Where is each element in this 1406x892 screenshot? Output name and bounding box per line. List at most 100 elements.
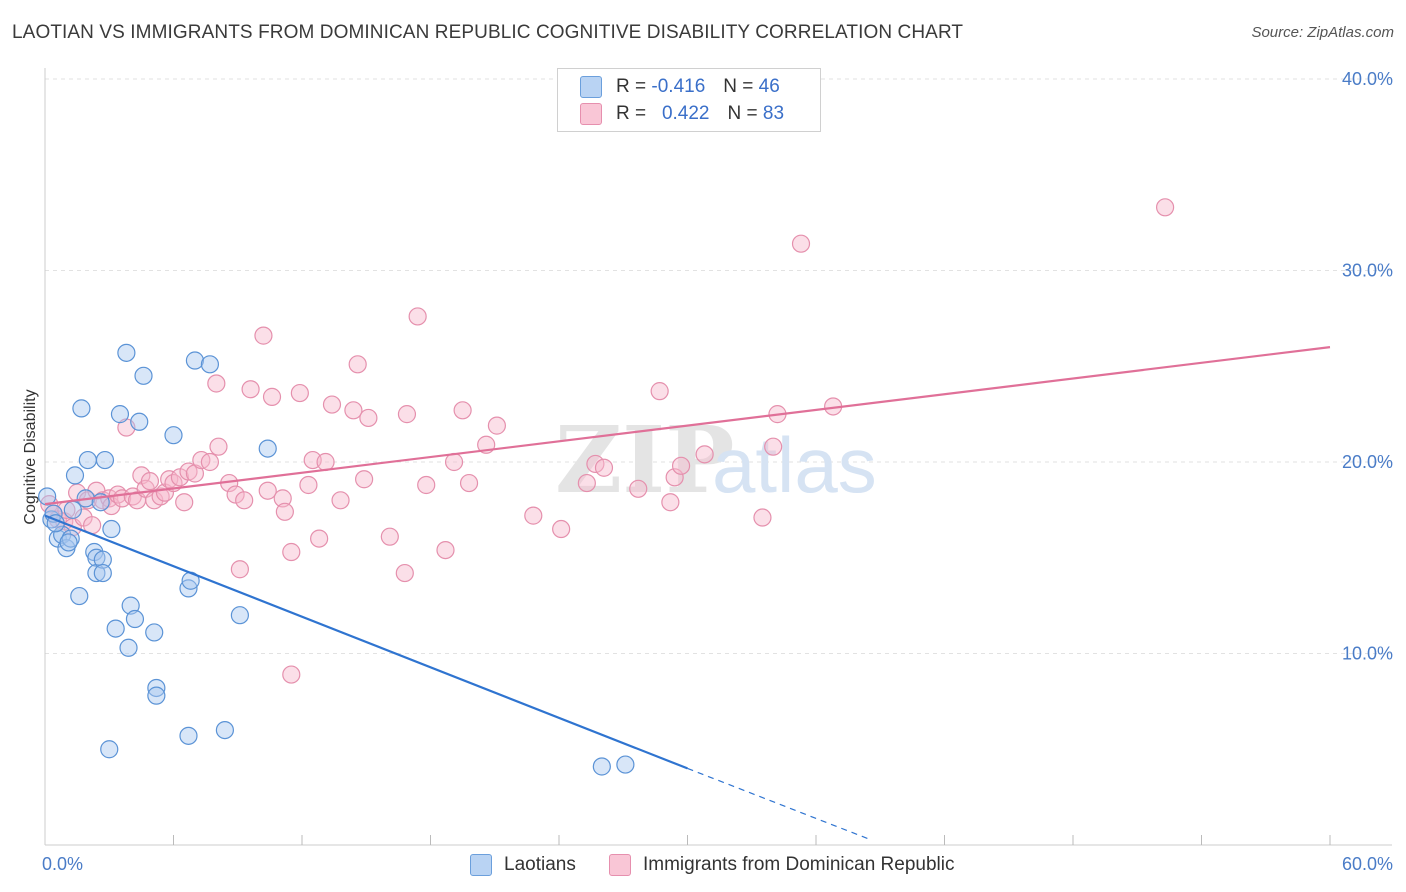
dominican-point — [661, 493, 680, 512]
laotian-point — [200, 355, 220, 374]
trend-lines — [44, 346, 1331, 840]
laotian-point — [93, 563, 112, 583]
dominican-point — [408, 307, 427, 326]
dominican-point — [791, 234, 811, 253]
r-value-dominican: 0.422 — [661, 103, 710, 124]
x-tick-label-1: 60.0% — [1342, 854, 1393, 874]
laotian-swatch — [580, 76, 602, 98]
n-label: N = — [723, 76, 754, 97]
dominican-point — [359, 408, 378, 428]
laotian-point — [134, 366, 153, 385]
tick-labels: 10.0% 20.0% 30.0% 40.0% 0.0% 60.0% — [42, 69, 1393, 874]
dominican-swatch — [580, 103, 602, 125]
dominican-point — [397, 405, 417, 424]
dominican-point — [524, 506, 543, 525]
laotian-point — [110, 405, 130, 424]
dominican-point — [179, 462, 198, 481]
watermark-atlas: atlas — [712, 421, 877, 509]
laotian-trend-line — [44, 514, 688, 770]
x-tick-label-0: 0.0% — [42, 854, 83, 874]
dominican-legend-label: Immigrants from Dominican Republic — [643, 854, 955, 875]
laotian-point — [164, 426, 183, 445]
y-tick-label-0: 10.0% — [1342, 644, 1393, 664]
dominican-point — [665, 468, 684, 487]
laotian-point — [147, 686, 166, 705]
dominican-point — [1155, 198, 1175, 217]
dominican-point — [695, 445, 714, 464]
dominican-point — [577, 473, 596, 493]
laotian-point — [119, 638, 138, 657]
dominican-point — [586, 454, 605, 474]
laotian-trend-extension — [687, 767, 870, 840]
source-label: Source: ZipAtlas.com — [1251, 24, 1394, 41]
dominican-point — [355, 470, 374, 489]
laotian-point — [117, 343, 136, 362]
laotian-point — [215, 720, 234, 740]
r-label: R = — [616, 76, 647, 97]
dominican-point — [273, 489, 292, 508]
dominican-point — [140, 472, 160, 491]
dominican-point — [436, 540, 455, 560]
dominican-point — [753, 508, 772, 527]
dominican-point — [671, 456, 691, 475]
stats-legend: R = -0.416 N = 46 R = 0.422 N = 83 — [557, 68, 821, 132]
dominican-point — [258, 481, 277, 500]
legend-item-laotians[interactable]: Laotians — [470, 852, 576, 878]
n-value-dominican: 83 — [762, 103, 785, 124]
dominican-point — [230, 560, 249, 579]
y-tick-label-1: 20.0% — [1342, 452, 1393, 472]
laotian-point — [93, 550, 112, 569]
dominican-point — [235, 491, 254, 510]
axes — [44, 68, 1392, 846]
laotian-point — [185, 351, 205, 370]
laotians-legend-label: Laotians — [504, 854, 576, 875]
laotian-point — [121, 596, 140, 615]
dominican-point — [209, 437, 228, 456]
laotian-point — [130, 412, 149, 431]
dominican-point — [348, 355, 367, 374]
dominican-point — [207, 374, 226, 393]
dominican-point — [594, 458, 614, 477]
laotian-point — [145, 623, 164, 642]
dominican-point — [344, 401, 363, 420]
n-label: N = — [727, 103, 758, 124]
dominican-point — [175, 493, 194, 512]
chart-title: LAOTIAN VS IMMIGRANTS FROM DOMINICAN REP… — [12, 22, 964, 43]
dominican-point — [453, 401, 472, 420]
dominican-points — [40, 198, 1175, 684]
dominican-point — [282, 542, 301, 562]
laotian-point — [65, 466, 85, 485]
dominican-point — [322, 395, 342, 414]
dominican-point — [417, 475, 436, 495]
laotian-point — [87, 548, 106, 567]
laotian-point — [258, 439, 277, 458]
stats-row-dominican: R = 0.422 N = 83 — [580, 101, 784, 127]
dominican-point — [254, 326, 273, 345]
laotian-point — [78, 450, 97, 470]
laotian-point — [592, 757, 611, 776]
r-value-laotian: -0.416 — [651, 76, 706, 97]
stats-row-laotian: R = -0.416 N = 46 — [580, 74, 780, 100]
dominican-point — [331, 491, 350, 510]
laotian-point — [230, 606, 249, 625]
y-tick-label-3: 40.0% — [1342, 69, 1393, 89]
dominican-point — [487, 416, 506, 435]
laotian-point — [72, 399, 91, 418]
legend-item-dominican[interactable]: Immigrants from Dominican Republic — [609, 852, 955, 878]
laotian-point — [70, 586, 89, 606]
dominican-point — [552, 519, 571, 539]
dominican-point — [764, 437, 783, 456]
laotian-point — [616, 755, 635, 774]
n-value-laotian: 46 — [758, 76, 780, 97]
y-axis-label: Cognitive Disability — [22, 389, 39, 524]
dominican-point — [290, 383, 309, 403]
laotian-point — [125, 609, 145, 629]
y-tick-label-2: 30.0% — [1342, 261, 1393, 281]
laotian-point — [106, 619, 125, 638]
laotian-point — [95, 450, 115, 470]
dominican-point — [444, 452, 464, 472]
dominican-point — [629, 479, 648, 498]
laotian-point — [147, 678, 166, 698]
dominican-point — [282, 665, 301, 684]
